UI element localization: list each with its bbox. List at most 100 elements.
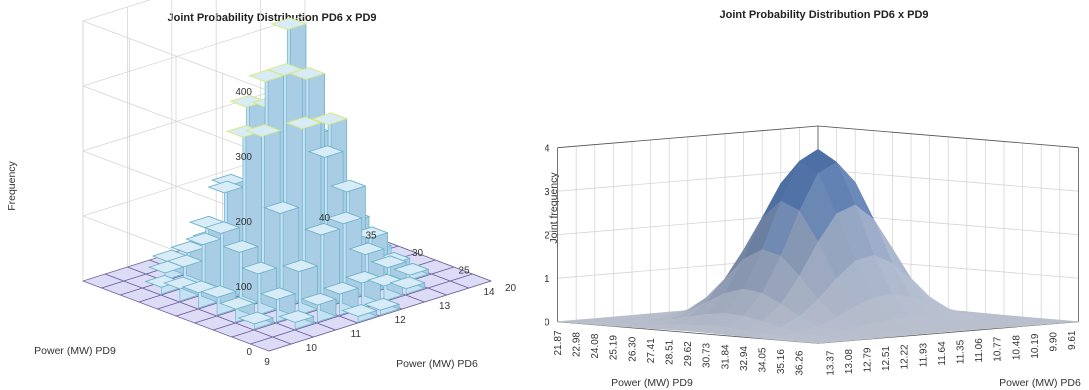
y-tick-label: 30.73 xyxy=(702,342,713,367)
bar-top-face xyxy=(322,281,360,295)
y-tick-label: 36.26 xyxy=(795,350,806,375)
bar-top-face xyxy=(348,242,386,256)
x-tick-label: 13.08 xyxy=(844,349,855,374)
surface-xlabel: Power (MW) PD6 xyxy=(999,377,1081,389)
bar-top-face xyxy=(278,310,316,323)
bar3d-bars xyxy=(144,17,430,330)
bar3d-xlabel: Power (MW) PD6 xyxy=(396,358,478,370)
bar-top-face xyxy=(300,292,338,306)
bar xyxy=(285,116,323,302)
bar-top-face xyxy=(244,124,282,137)
x-tick-label: 14 xyxy=(483,287,495,298)
bar-top-face xyxy=(237,311,275,325)
x-tick-label: 13 xyxy=(439,301,451,312)
bar-top-face xyxy=(307,145,345,158)
bar-top-face xyxy=(200,285,238,298)
y-tick-label: 35 xyxy=(366,231,378,242)
bar-top-face xyxy=(259,287,297,300)
z-tick-label: 100 xyxy=(235,282,252,293)
surface-mesh xyxy=(557,148,1079,344)
y-tick-label: 24.08 xyxy=(590,333,601,358)
x-tick-label: 10.77 xyxy=(993,336,1004,361)
z-tick-label: 0.00 xyxy=(545,318,550,329)
surface-title: Joint Probability Distribution PD6 x PD9 xyxy=(719,9,928,21)
bar-top-face xyxy=(363,297,401,311)
bar-top-face xyxy=(240,261,278,275)
bar xyxy=(263,201,301,309)
y-tick-label: 21.87 xyxy=(553,330,564,355)
z-tick-label: 0.04 xyxy=(545,144,550,155)
bar-top-face xyxy=(185,232,223,246)
z-tick-label: 400 xyxy=(235,87,252,98)
bar-side-face xyxy=(282,201,300,303)
x-tick-label: 11 xyxy=(351,329,362,340)
y-tick-label: 26.30 xyxy=(627,336,638,361)
bar3d-title: Joint Probability Distribution PD6 x PD9 xyxy=(167,12,376,24)
bar xyxy=(389,276,427,295)
bar-top-face xyxy=(203,221,241,234)
bar-top-face xyxy=(218,297,256,310)
bar3d-chart: Joint Probability Distribution PD6 x PD9… xyxy=(6,0,517,370)
bar-top-face xyxy=(311,112,349,126)
x-tick-label: 9 xyxy=(264,357,270,368)
y-tick-label: 28.51 xyxy=(664,339,675,364)
bar xyxy=(147,260,185,281)
x-tick-label: 11.06 xyxy=(974,338,985,363)
surface-chart: Joint Probability Distribution PD6 x PD9… xyxy=(545,9,1081,389)
bar-top-face xyxy=(341,304,379,317)
bar-top-face xyxy=(285,116,323,130)
bar-top-face xyxy=(370,255,408,269)
y-tick-label: 35.16 xyxy=(776,349,787,374)
bar-top-face xyxy=(392,262,430,276)
bar-top-face xyxy=(303,222,341,236)
x-tick-label: 10 xyxy=(306,343,318,354)
bar-top-face xyxy=(281,259,319,273)
bar3d-ticks: 0 100 200 300 400 9 10 11 12 13 14 20 25 30 35 40 xyxy=(235,87,516,368)
surface-ylabel: Power (MW) PD9 xyxy=(611,377,693,389)
bar xyxy=(363,297,401,316)
bar xyxy=(237,311,275,330)
x-tick-label: 9.61 xyxy=(1067,330,1078,350)
z-tick-label: 0.02 xyxy=(545,231,550,242)
x-tick-label: 10.48 xyxy=(1011,335,1022,360)
x-tick-label: 11.35 xyxy=(955,339,966,364)
bar3d-ylabel: Power (MW) PD9 xyxy=(34,345,116,357)
x-tick-label: 11.64 xyxy=(937,341,948,366)
surface-panel: Joint Probability Distribution PD6 x PD9… xyxy=(545,0,1089,390)
surface-ticks: 0.00 0.01 0.02 0.03 0.04 21.87 22.98 24.08 25.19… xyxy=(545,144,1078,376)
x-tick-label: 12.22 xyxy=(900,344,911,369)
x-tick-label: 12.51 xyxy=(881,346,892,371)
bar xyxy=(278,310,316,330)
bar xyxy=(392,262,430,281)
z-tick-label: 300 xyxy=(235,152,252,163)
z-tick-label: 0 xyxy=(246,347,252,358)
bar-top-face xyxy=(170,240,208,254)
frame-top-right xyxy=(817,125,1079,149)
bar-top-face xyxy=(389,276,427,290)
x-tick-label: 9.90 xyxy=(1049,332,1060,352)
bar3d-panel: Joint Probability Distribution PD6 x PD9… xyxy=(6,0,517,370)
y-tick-label: 40 xyxy=(319,213,331,224)
surface-zlabel: Joint frequency xyxy=(548,172,560,244)
y-tick-label: 25.19 xyxy=(609,335,620,360)
bar xyxy=(185,232,223,295)
bar-top-face xyxy=(329,179,367,193)
back-wall-zgrid xyxy=(82,0,151,22)
surface-facet xyxy=(799,339,837,344)
bar xyxy=(218,296,256,323)
y-tick-label: 31.84 xyxy=(720,344,731,369)
y-tick-label: 34.05 xyxy=(758,347,769,372)
x-tick-label: 11.93 xyxy=(918,342,929,367)
bar-top-face xyxy=(207,180,245,194)
bar-top-face xyxy=(222,240,260,253)
bar-top-face xyxy=(326,211,364,225)
x-tick-label: 10.19 xyxy=(1030,333,1041,358)
bar xyxy=(300,292,338,323)
back-wall-zgrid xyxy=(82,15,306,87)
y-tick-label: 27.41 xyxy=(646,338,657,363)
y-tick-label: 30 xyxy=(412,248,424,259)
z-tick-label: 200 xyxy=(235,217,252,228)
bar-top-face xyxy=(263,201,301,214)
y-tick-label: 20 xyxy=(505,283,517,294)
x-tick-label: 12 xyxy=(395,315,407,326)
